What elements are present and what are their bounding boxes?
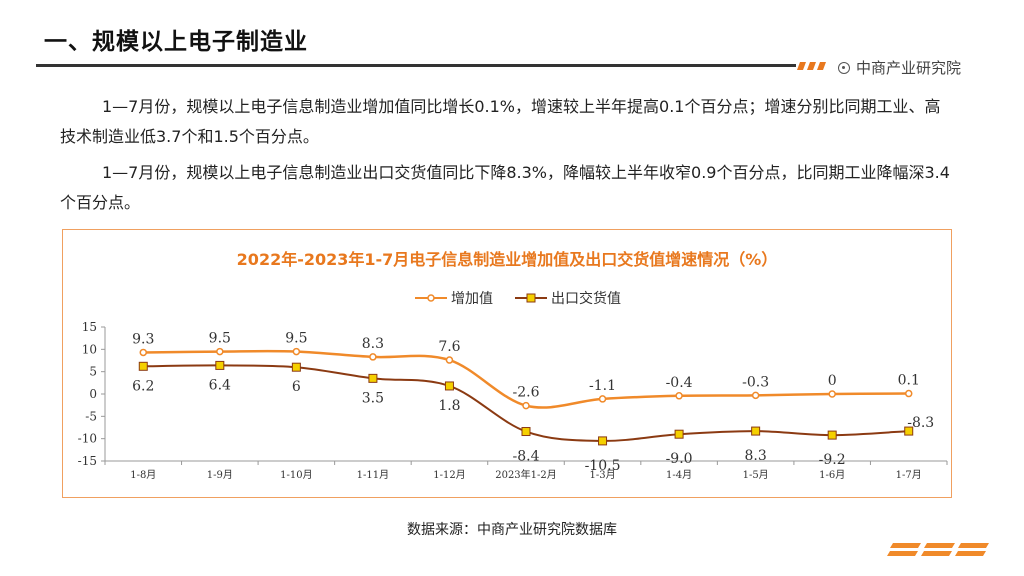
header-stripes-icon [797, 62, 826, 70]
footer-stripes-icon [887, 543, 989, 556]
legend-label-value-added: 增加值 [451, 291, 493, 307]
header-divider [36, 64, 796, 67]
data-label-value-added: -0.3 [742, 374, 769, 390]
page-title: 一、规模以上电子制造业 [44, 29, 308, 55]
point-value-added [139, 348, 148, 357]
y-tick-label: -10 [78, 432, 97, 446]
x-tick-label: 1-12月 [433, 469, 465, 481]
point-export [444, 381, 454, 391]
x-tick-label: 1-10月 [280, 469, 312, 481]
data-label-export: 6.2 [132, 378, 154, 394]
y-tick-label: -5 [85, 409, 97, 423]
data-label-export: -10.5 [585, 458, 621, 474]
data-label-value-added: -1.1 [589, 378, 616, 394]
y-tick-label: 5 [89, 365, 97, 379]
data-label-export: -9.0 [666, 451, 693, 467]
x-tick-label: 1-9月 [207, 469, 233, 481]
data-label-value-added: 0.1 [898, 373, 920, 389]
y-tick-label: 10 [82, 342, 97, 356]
point-export [751, 426, 761, 436]
data-label-export: -9.2 [819, 452, 846, 468]
point-value-added [216, 347, 224, 356]
paragraph-export: 1—7月份，规模以上电子信息制造业出口交货值同比下降8.3%，降幅较上半年收窄0… [60, 163, 950, 212]
data-label-export: 8.3 [745, 448, 767, 464]
data-label-export: 1.8 [438, 398, 460, 414]
x-tick-label: 1-8月 [130, 469, 156, 481]
data-label-value-added: 9.5 [209, 331, 231, 347]
paragraph-value-added: 1—7月份，规模以上电子信息制造业增加值同比增长0.1%，增速较上半年提高0.1… [60, 97, 941, 146]
point-value-added [445, 356, 454, 364]
brand-logo: 中商产业研究院 [838, 57, 961, 78]
point-export [521, 427, 531, 437]
data-label-export: 6.4 [209, 377, 231, 393]
x-tick-label: 1-7月 [896, 469, 922, 481]
data-label-value-added: -2.6 [513, 385, 540, 401]
point-value-added [751, 391, 760, 400]
chart-title: 2022年-2023年1-7月电子信息制造业增加值及出口交货值增速情况（%） [236, 250, 778, 269]
legend-line-marker-2 [515, 293, 547, 303]
point-export [674, 429, 684, 439]
chart-container: 2022年-2023年1-7月电子信息制造业增加值及出口交货值增速情况（%） 增… [62, 229, 952, 498]
point-export [368, 373, 378, 383]
point-export [291, 362, 301, 372]
point-value-added [828, 390, 836, 398]
brand-circle-icon [838, 61, 850, 74]
data-label-export: -8.4 [513, 449, 540, 465]
data-label-export: 3.5 [362, 390, 384, 406]
x-tick-label: 1-6月 [819, 469, 845, 481]
brand-name: 中商产业研究院 [856, 59, 962, 77]
legend-item-value-added: 增加值 [415, 288, 493, 308]
x-tick-label: 2023年1-2月 [495, 468, 557, 481]
legend-item-export: 出口交货值 [515, 288, 621, 308]
point-export [215, 360, 225, 370]
point-value-added [292, 347, 301, 356]
y-tick-label: 0 [89, 387, 97, 401]
y-tick-label: 15 [82, 320, 97, 334]
data-label-value-added: 9.3 [132, 331, 154, 347]
data-label-export: 6 [292, 379, 301, 395]
point-value-added [675, 392, 683, 400]
y-tick-label: -15 [78, 454, 97, 468]
data-label-value-added: -0.4 [666, 375, 693, 391]
point-export [598, 436, 608, 446]
x-tick-label: 1-4月 [666, 469, 692, 481]
legend-label-export: 出口交货值 [551, 291, 621, 307]
point-export [904, 426, 914, 436]
x-tick-label: 1-5月 [743, 469, 769, 481]
point-value-added [522, 401, 530, 410]
point-export [138, 361, 148, 371]
legend-line-marker-1 [415, 294, 447, 302]
x-tick-label: 1-11月 [357, 469, 389, 481]
data-label-export: -8.3 [907, 415, 934, 431]
data-label-value-added: 0 [828, 373, 837, 389]
point-value-added [369, 353, 377, 361]
point-value-added [904, 389, 913, 398]
point-export [827, 430, 837, 440]
x-tick-label: 1-3月 [589, 469, 615, 481]
data-source: 数据来源：中商产业研究院数据库 [407, 522, 617, 538]
line-chart: 15 10 5 0 -5 -10 -15 1-8月 1-9月 1-10月 1-11月 1-12月 202… [78, 320, 948, 481]
point-value-added [598, 395, 607, 403]
chart-legend: 增加值 出口交货值 [415, 288, 621, 308]
data-label-value-added: 7.6 [438, 339, 460, 355]
data-label-value-added: 8.3 [362, 336, 384, 352]
data-label-value-added: 9.5 [285, 331, 307, 347]
